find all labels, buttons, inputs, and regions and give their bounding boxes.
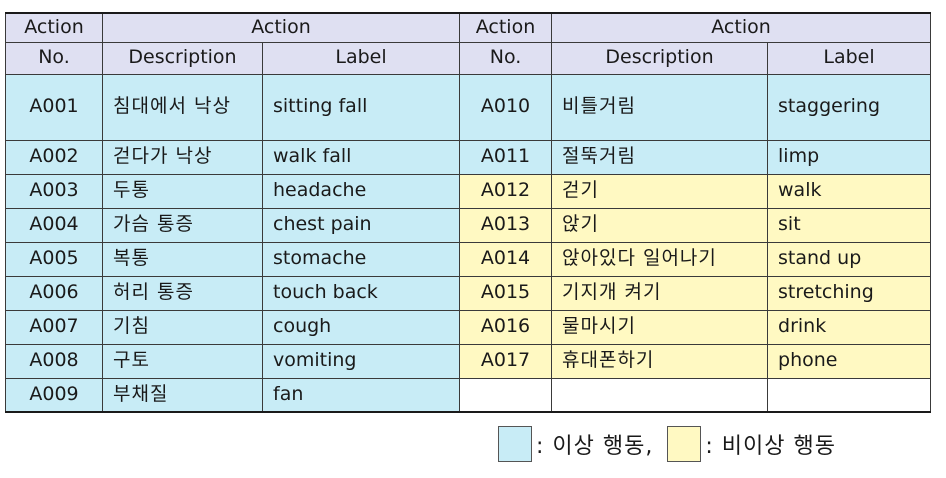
normal-swatch [667, 426, 702, 462]
normal-legend-label: : 비이상 행동 [705, 434, 836, 459]
action-no-header-top-right: Action [459, 12, 553, 43]
abnormal-swatch [498, 426, 532, 462]
description-cell: 걷기 [551, 173, 769, 209]
action-no-cell: A007 [5, 309, 103, 345]
table-row: A009 부채질 fan [5, 377, 932, 413]
action-no-cell: A002 [5, 139, 103, 175]
action-no-cell: A009 [5, 377, 103, 413]
table-row: A005 복통 stomache A014 앉아있다 일어나기 stand up [5, 241, 932, 277]
description-cell: 가슴 통증 [102, 207, 263, 243]
action-no-cell: A011 [459, 139, 553, 175]
action-header-left: Action [101, 12, 461, 43]
label-cell: stretching [767, 275, 932, 311]
description-cell: 물마시기 [551, 309, 769, 345]
action-no-cell: A003 [5, 173, 103, 209]
label-cell: headache [261, 173, 461, 209]
action-table: Action Action Action Action No. Descript… [5, 12, 932, 413]
description-cell: 걷다가 낙상 [102, 139, 263, 175]
label-cell: sit [767, 207, 932, 243]
action-no-cell: A015 [459, 275, 553, 311]
description-header-right: Description [551, 41, 769, 75]
empty-cell [767, 377, 932, 413]
description-cell: 앉기 [551, 207, 769, 243]
label-cell: limp [767, 139, 932, 175]
label-cell: chest pain [261, 207, 461, 243]
label-cell: stand up [767, 241, 932, 277]
description-cell: 복통 [102, 241, 263, 277]
label-header-left: Label [261, 41, 461, 75]
action-no-cell: A012 [459, 173, 553, 209]
header-row-1: Action Action Action Action [5, 12, 932, 43]
description-cell: 두통 [102, 173, 263, 209]
label-cell: cough [261, 309, 461, 345]
action-no-cell: A005 [5, 241, 103, 277]
action-no-cell: A006 [5, 275, 103, 311]
description-cell: 침대에서 낙상 [102, 73, 263, 141]
action-no-cell: A008 [5, 343, 103, 379]
action-no-cell: A017 [459, 343, 553, 379]
empty-cell [459, 377, 553, 413]
description-cell: 앉아있다 일어나기 [551, 241, 769, 277]
table-row: A004 가슴 통증 chest pain A013 앉기 sit [5, 207, 932, 243]
label-cell: touch back [261, 275, 461, 311]
description-cell: 휴대폰하기 [551, 343, 769, 379]
action-no-cell: A016 [459, 309, 553, 345]
description-header-left: Description [102, 41, 263, 75]
label-cell: stomache [261, 241, 461, 277]
description-cell: 허리 통증 [102, 275, 263, 311]
label-cell: fan [261, 377, 461, 413]
table-row: A007 기침 cough A016 물마시기 drink [5, 309, 932, 345]
action-no-cell: A004 [5, 207, 103, 243]
description-cell: 비틀거림 [551, 73, 769, 141]
table-row: A003 두통 headache A012 걷기 walk [5, 173, 932, 209]
label-cell: walk fall [261, 139, 461, 175]
abnormal-legend-label: : 이상 행동, [536, 434, 654, 459]
table-row: A002 걷다가 낙상 walk fall A011 절뚝거림 limp [5, 139, 932, 175]
description-cell: 부채질 [102, 377, 263, 413]
label-cell: sitting fall [261, 73, 461, 141]
action-no-header-bottom-right: No. [459, 41, 553, 75]
legend: : 이상 행동, : 비이상 행동 [498, 424, 850, 464]
label-cell: drink [767, 309, 932, 345]
action-no-header-bottom: No. [5, 41, 103, 75]
table-row: A001 침대에서 낙상 sitting fall A010 비틀거림 stag… [5, 73, 932, 141]
label-cell: phone [767, 343, 932, 379]
action-no-cell: A010 [459, 73, 553, 141]
description-cell: 기침 [102, 309, 263, 345]
description-cell: 기지개 켜기 [551, 275, 769, 311]
action-no-header-top: Action [5, 12, 103, 43]
action-no-cell: A014 [459, 241, 553, 277]
description-cell: 절뚝거림 [551, 139, 769, 175]
description-cell: 구토 [102, 343, 263, 379]
header-row-2: No. Description Label No. Description La… [5, 41, 932, 75]
label-header-right: Label [767, 41, 932, 75]
action-no-cell: A001 [5, 73, 103, 141]
label-cell: staggering [767, 73, 932, 141]
label-cell: vomiting [261, 343, 461, 379]
action-no-cell: A013 [459, 207, 553, 243]
action-header-right: Action [551, 12, 932, 43]
label-cell: walk [767, 173, 932, 209]
table-row: A008 구토 vomiting A017 휴대폰하기 phone [5, 343, 932, 379]
table-row: A006 허리 통증 touch back A015 기지개 켜기 stretc… [5, 275, 932, 311]
empty-cell [551, 377, 769, 413]
